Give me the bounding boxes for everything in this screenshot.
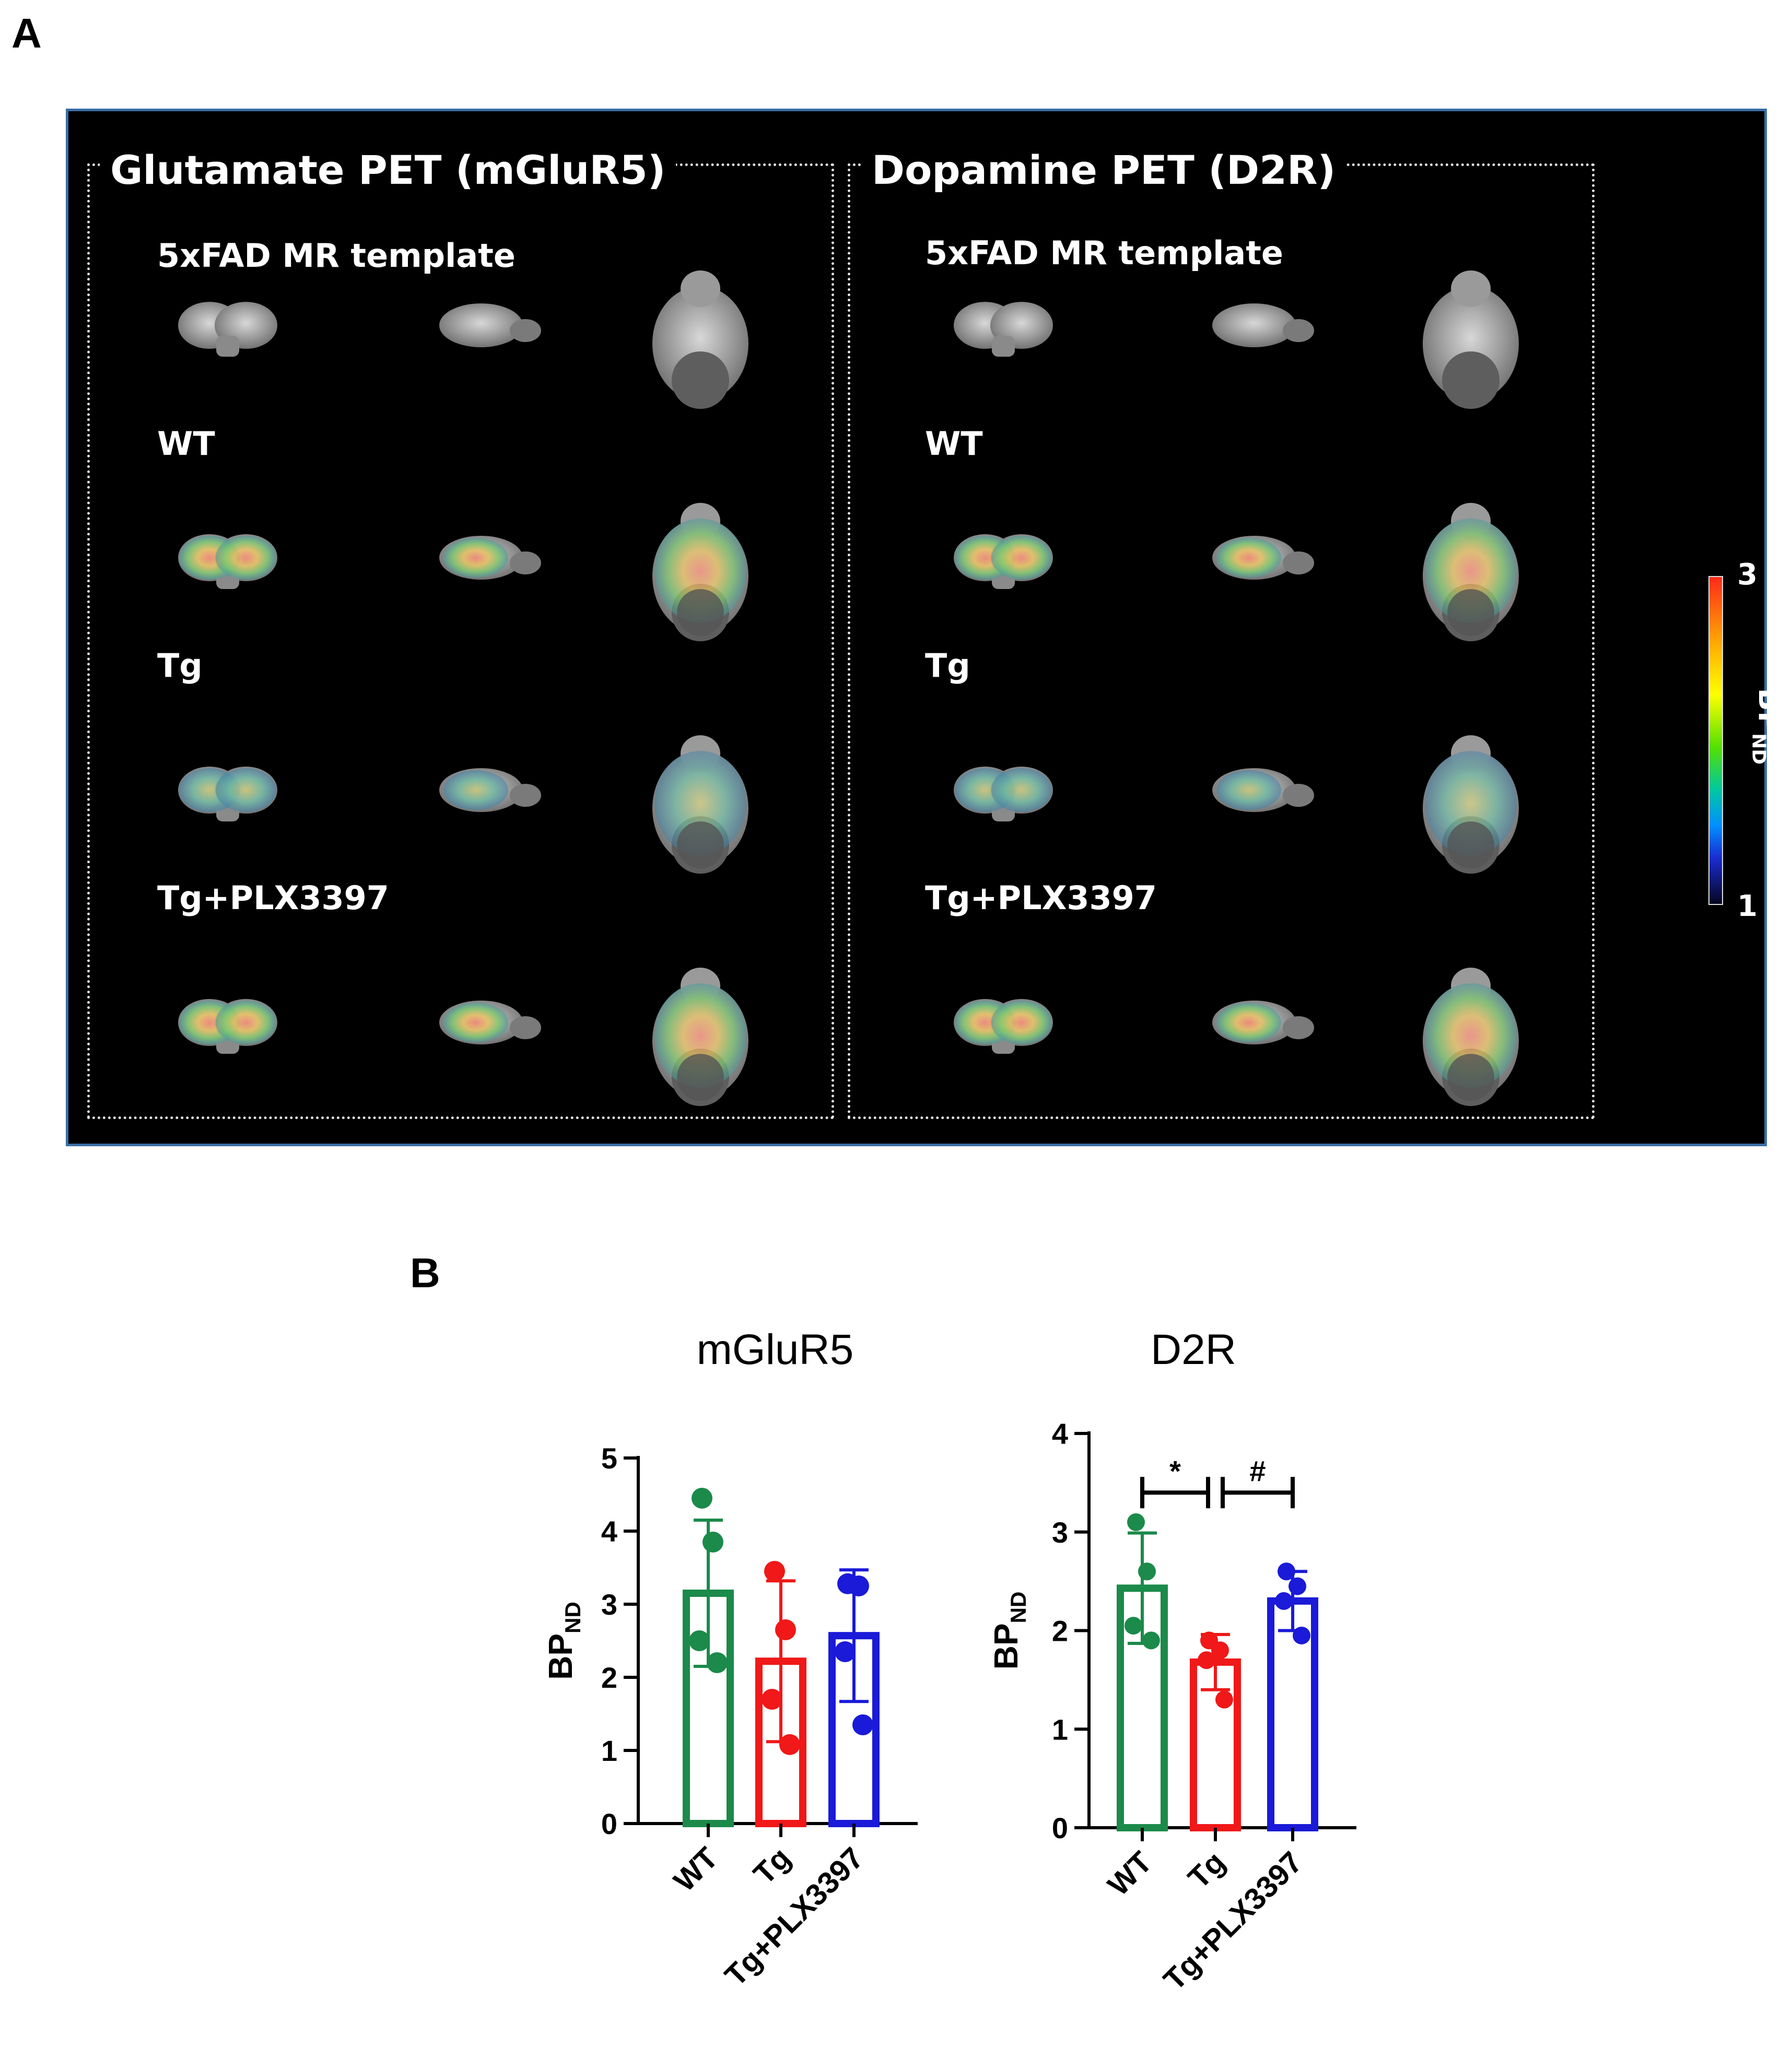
data-point-1-0-2 <box>1125 1617 1142 1635</box>
brain-scan-g1-r1 <box>954 503 1519 641</box>
dop-row-label-tg-plx: Tg+PLX3397 <box>925 879 1157 917</box>
data-point-1-2-2 <box>1275 1592 1293 1610</box>
x-tick-label-0-1: Tg <box>747 1841 797 1891</box>
y-axis-label-1: BPND <box>987 1592 1030 1670</box>
dopamine-pet-title: Dopamine PET (D2R) <box>861 147 1346 193</box>
y-tick-label-0-3: 3 <box>601 1588 617 1621</box>
data-point-1-0-0 <box>1127 1513 1145 1531</box>
dop-row-label-template: 5xFAD MR template <box>925 234 1283 272</box>
y-tick-label-1-0: 0 <box>1052 1812 1068 1844</box>
brain-scan-g0-r1 <box>178 503 748 641</box>
brain-scan-g0-r0 <box>178 271 748 409</box>
colorbar <box>1708 576 1723 905</box>
glu-row-label-wt: WT <box>157 425 215 463</box>
brain-scan-g1-r0 <box>954 271 1519 409</box>
y-tick-label-1-2: 2 <box>1052 1615 1068 1648</box>
brain-scan-g1-r3 <box>954 968 1519 1106</box>
x-tick-label-1-1: Tg <box>1181 1845 1232 1895</box>
pet-image-panel: Glutamate PET (mGluR5) Dopamine PET (D2R… <box>66 109 1787 1146</box>
sig-label-1-0: * <box>1169 1454 1181 1487</box>
y-tick-label-1-3: 3 <box>1052 1516 1068 1549</box>
data-point-0-0-2 <box>689 1630 710 1651</box>
x-tick-label-1-2: Tg+PLX3397 <box>1157 1845 1309 1997</box>
y-tick-label-0-4: 4 <box>601 1515 617 1548</box>
data-point-0-2-1 <box>848 1575 869 1596</box>
glutamate-pet-title: Glutamate PET (mGluR5) <box>100 147 676 193</box>
brain-scan-g1-r2 <box>954 735 1519 874</box>
data-point-0-2-2 <box>835 1641 856 1662</box>
data-point-0-1-2 <box>762 1689 782 1710</box>
glu-row-label-tg-plx: Tg+PLX3397 <box>157 879 389 917</box>
data-point-0-0-3 <box>707 1652 728 1673</box>
y-tick-label-1-1: 1 <box>1052 1713 1068 1746</box>
glu-row-label-tg: Tg <box>157 646 203 685</box>
y-tick-label-0-1: 1 <box>601 1734 617 1767</box>
y-tick-label-0-2: 2 <box>601 1661 617 1694</box>
brain-scan-g0-r3 <box>178 968 748 1106</box>
data-point-1-0-3 <box>1142 1631 1160 1650</box>
data-point-0-1-3 <box>779 1734 800 1755</box>
colorbar-max-label: 3 <box>1737 558 1758 592</box>
y-axis-label-0: BPND <box>542 1602 585 1680</box>
data-point-1-1-2 <box>1198 1651 1215 1669</box>
y-tick-label-0-5: 5 <box>601 1442 617 1475</box>
data-point-1-2-1 <box>1289 1577 1306 1595</box>
data-point-0-1-0 <box>764 1561 785 1582</box>
chart-title-1: D2R <box>1151 1326 1236 1373</box>
sig-label-1-1: # <box>1249 1454 1266 1487</box>
dop-row-label-tg: Tg <box>925 646 970 685</box>
x-tick-label-1-0: WT <box>1101 1845 1158 1902</box>
dop-row-label-wt: WT <box>925 425 983 463</box>
data-point-0-0-0 <box>692 1488 712 1509</box>
data-point-0-1-1 <box>775 1619 796 1640</box>
data-point-1-2-3 <box>1293 1626 1310 1644</box>
data-point-1-2-0 <box>1278 1562 1295 1581</box>
panel-a-letter: A <box>11 10 42 56</box>
data-point-1-1-3 <box>1215 1690 1233 1709</box>
colorbar-min-label: 1 <box>1737 889 1758 923</box>
glu-row-label-template: 5xFAD MR template <box>157 237 516 275</box>
data-point-1-0-1 <box>1138 1562 1156 1581</box>
x-tick-label-0-0: WT <box>667 1841 724 1898</box>
y-tick-label-1-4: 4 <box>1052 1417 1068 1450</box>
chart-title-0: mGluR5 <box>697 1326 854 1373</box>
panel-b-letter: B <box>410 1250 440 1296</box>
data-point-0-2-3 <box>852 1714 873 1735</box>
brain-scan-g0-r2 <box>178 735 748 874</box>
y-tick-label-0-0: 0 <box>601 1807 617 1840</box>
data-point-1-1-1 <box>1211 1641 1229 1660</box>
data-point-0-0-1 <box>702 1532 723 1553</box>
